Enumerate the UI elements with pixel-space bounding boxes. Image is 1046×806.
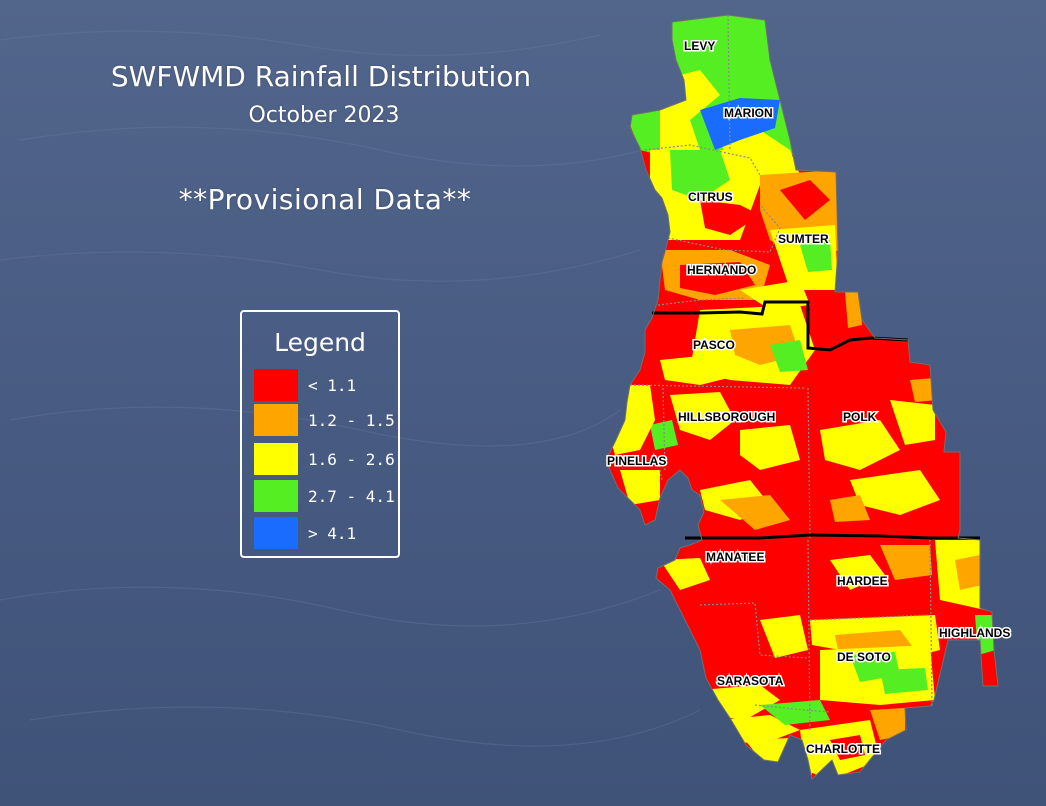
district-boundary [652,300,980,540]
county-label-citrus: CITRUS [688,190,733,204]
legend-label: 1.6 - 2.6 [308,450,395,469]
county-label-hillsborough: HILLSBOROUGH [678,410,775,424]
county-label-pasco: PASCO [693,338,735,352]
legend-label: 2.7 - 4.1 [308,487,395,506]
legend-item: < 1.1 [254,369,394,401]
legend-swatch-blue [254,517,298,549]
county-label-highlands: HIGHLANDS [939,626,1010,640]
legend-label: 1.2 - 1.5 [308,411,395,430]
county-label-desoto: DE SOTO [837,650,891,664]
legend-label: < 1.1 [308,376,357,395]
legend-swatch-green [254,480,298,512]
county-label-manatee: MANATEE [706,550,764,564]
legend-swatch-orange [254,404,298,436]
county-label-pinellas: PINELLAS [607,454,666,468]
map-subtitle: October 2023 [248,103,400,128]
legend-item: > 4.1 [254,517,394,549]
legend-label: > 4.1 [308,524,357,543]
legend-item: 1.2 - 1.5 [254,404,395,436]
county-label-sumter: SUMTER [778,232,829,246]
map-title: SWFWMD Rainfall Distribution [110,60,532,93]
legend-item: 1.6 - 2.6 [254,443,395,475]
county-label-polk: POLK [843,410,877,424]
county-label-marion: MARION [724,106,773,120]
rainfall-raster [606,15,998,779]
raster-texture [600,0,1046,10]
county-label-charlotte: CHARLOTTE [806,742,880,756]
provisional-note: **Provisional Data** [178,183,472,216]
county-label-sarasota: SARASOTA [717,674,784,688]
rainfall-map: LEVY MARION CITRUS SUMTER HERNANDO PASCO… [600,0,1046,780]
legend-swatch-yellow [254,443,298,475]
county-label-levy: LEVY [684,39,715,53]
county-label-hardee: HARDEE [837,574,888,588]
county-label-hernando: HERNANDO [687,263,756,277]
county-lines [629,14,933,731]
legend-title: Legend [274,328,366,357]
legend-box: Legend < 1.1 1.2 - 1.5 1.6 - 2.6 2.7 - 4… [240,310,400,558]
legend-item: 2.7 - 4.1 [254,480,395,512]
legend-swatch-red [254,369,298,401]
